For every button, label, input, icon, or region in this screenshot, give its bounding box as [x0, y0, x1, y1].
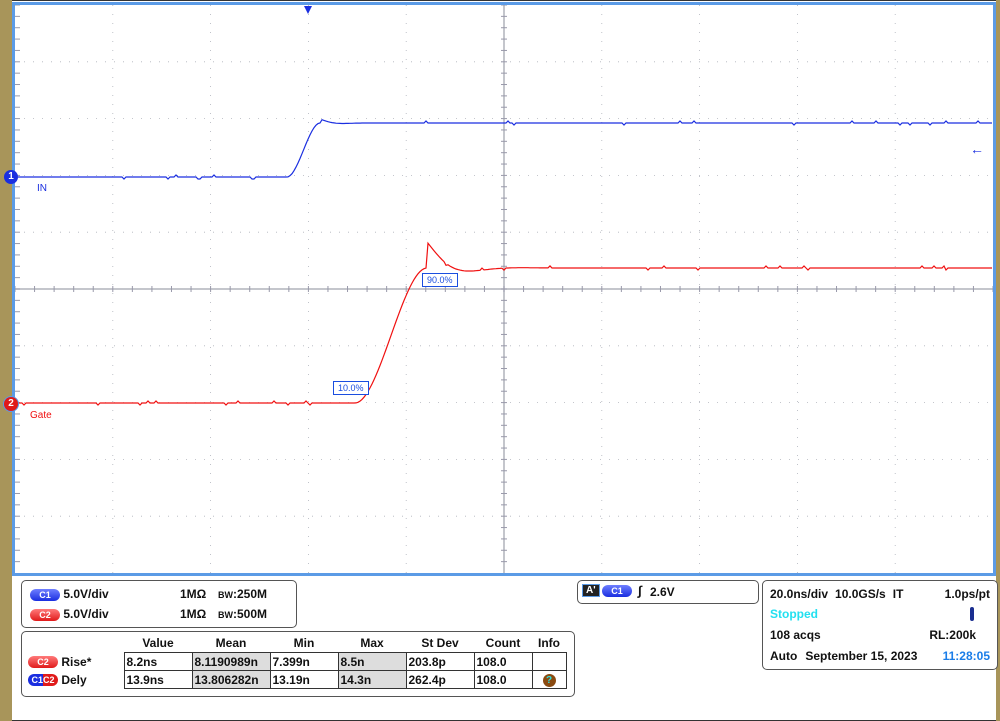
date: September 15, 2023 — [805, 649, 917, 663]
col-header: Value — [124, 634, 192, 653]
ch1-bw-value: 250M — [237, 587, 267, 601]
cell: 8.2ns — [124, 653, 192, 671]
thermometer-icon — [970, 607, 974, 621]
ch2-impedance: 1MΩ — [180, 607, 206, 621]
marker-10pct: 10.0% — [333, 381, 369, 395]
measurement-name: Rise* — [61, 655, 91, 669]
time: 11:28:05 — [943, 649, 990, 663]
bw-label: BW — [218, 610, 233, 620]
channel-settings-panel: C1 5.0V/div 1MΩ BW:250M C2 5.0V/div 1MΩ … — [21, 580, 297, 628]
ch1-scale: 5.0V/div — [63, 587, 108, 601]
ch1-impedance: 1MΩ — [180, 587, 206, 601]
cell: 262.4p — [406, 671, 474, 689]
cell: 8.5n — [338, 653, 406, 671]
marker-90pct: 90.0% — [422, 273, 458, 287]
source-badge: C2 — [28, 656, 58, 668]
cell: 108.0 — [474, 653, 532, 671]
source-badge: C1C2 — [28, 674, 58, 686]
ch2-marker[interactable]: 2 — [4, 397, 18, 411]
col-header: Mean — [192, 634, 270, 653]
ch2-bandwidth: BW:500M — [218, 607, 267, 621]
trigger-level: 2.6V — [650, 585, 675, 599]
resolution: 1.0ps/pt — [945, 587, 990, 601]
acq-row: 108 acqs RL:200k — [770, 628, 990, 642]
run-status: Stopped — [770, 607, 818, 621]
ch1-trace — [18, 120, 992, 179]
ch2-settings[interactable]: C2 5.0V/div 1MΩ BW:500M — [30, 607, 290, 621]
trigger-badge: A' — [582, 584, 600, 597]
trigger-mode: Auto — [770, 649, 797, 663]
info-cell: ? — [532, 671, 566, 689]
cell: 13.806282n — [192, 671, 270, 689]
timebase-row: 20.0ns/div 10.0GS/s IT 1.0ps/pt — [770, 587, 990, 601]
cell: 7.399n — [270, 653, 338, 671]
cell: 13.19n — [270, 671, 338, 689]
cell: 203.8p — [406, 653, 474, 671]
col-header: Min — [270, 634, 338, 653]
trigger-panel[interactable]: A' C1 ∫ 2.6V — [577, 580, 759, 604]
status-row: Stopped — [770, 607, 990, 621]
col-header: Max — [338, 634, 406, 653]
cell: 8.1190989n — [192, 653, 270, 671]
measurements-panel: Value Mean Min Max St Dev Count Info C2 … — [21, 631, 575, 697]
measurement-name: Dely — [61, 673, 86, 687]
measurements-table: Value Mean Min Max St Dev Count Info C2 … — [26, 634, 567, 689]
table-row[interactable]: C2 Rise* 8.2ns 8.1190989n 7.399n 8.5n 20… — [26, 653, 566, 671]
info-cell — [532, 653, 566, 671]
trigger-source: C1 — [602, 585, 632, 597]
acquisition-count: 108 acqs — [770, 628, 821, 642]
acquisition-panel[interactable]: 20.0ns/div 10.0GS/s IT 1.0ps/pt Stopped … — [762, 580, 998, 670]
sample-rate: 10.0GS/s — [835, 587, 886, 601]
waveform-display — [12, 2, 996, 576]
rising-edge-icon: ∫ — [638, 583, 642, 598]
bw-label: BW — [218, 590, 233, 600]
col-header: Count — [474, 634, 532, 653]
record-length: RL:200k — [929, 628, 976, 642]
cell: 13.9ns — [124, 671, 192, 689]
table-row[interactable]: C1C2 Dely 13.9ns 13.806282n 13.19n 14.3n… — [26, 671, 566, 689]
ch2-bw-value: 500M — [237, 607, 267, 621]
trigger-position-icon[interactable] — [304, 6, 312, 14]
trigger-level-arrow-icon[interactable]: ← — [970, 141, 984, 157]
col-header: St Dev — [406, 634, 474, 653]
ch1-label: IN — [37, 183, 47, 194]
cell: 108.0 — [474, 671, 532, 689]
ch1-settings[interactable]: C1 5.0V/div 1MΩ BW:250M — [30, 587, 290, 601]
col-header: Info — [532, 634, 566, 653]
horizontal-scale: 20.0ns/div — [770, 587, 828, 601]
ch2-badge: C2 — [30, 609, 60, 621]
ch1-bandwidth: BW:250M — [218, 587, 267, 601]
help-icon[interactable]: ? — [543, 674, 556, 687]
waveform-graticule — [15, 5, 993, 573]
ch1-badge: C1 — [30, 589, 60, 601]
ch2-trace — [18, 243, 992, 405]
ch2-label: Gate — [30, 410, 52, 421]
datetime-row: Auto September 15, 2023 11:28:05 — [770, 649, 990, 663]
ch1-marker[interactable]: 1 — [4, 170, 18, 184]
acq-mode: IT — [893, 587, 904, 601]
cell: 14.3n — [338, 671, 406, 689]
ch2-scale: 5.0V/div — [63, 607, 108, 621]
bezel-left — [0, 0, 12, 721]
